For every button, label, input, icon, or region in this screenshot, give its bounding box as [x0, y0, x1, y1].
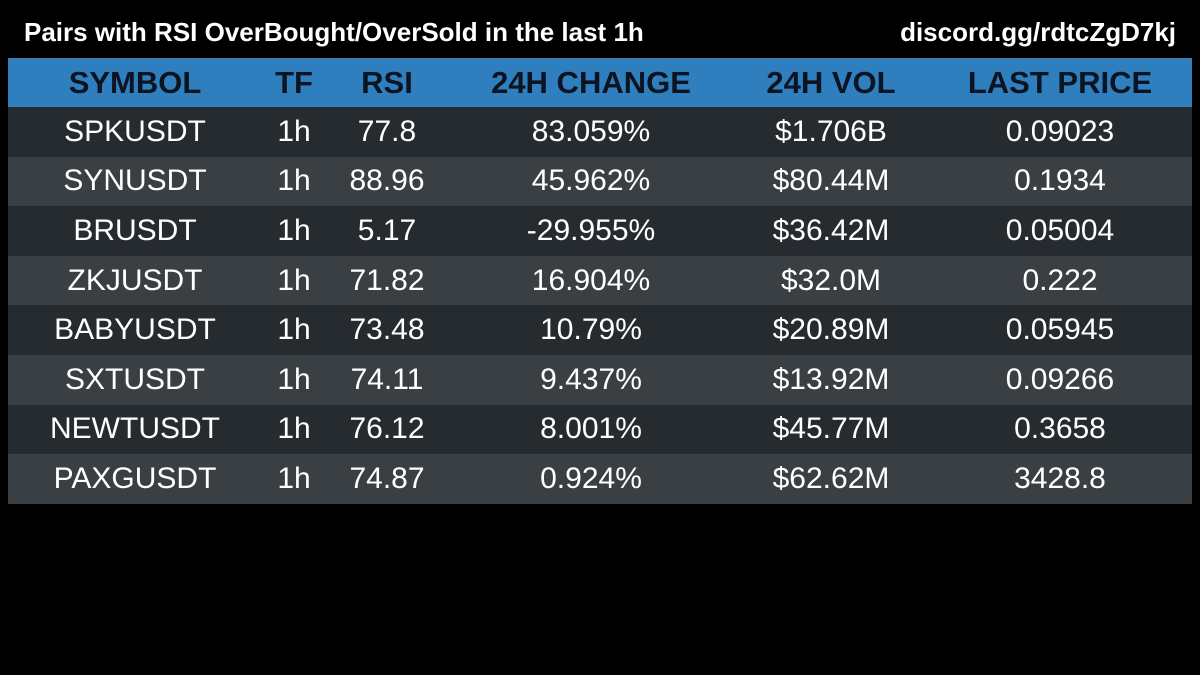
cell-24h-change: 8.001%: [448, 404, 734, 455]
cell-tf: 1h: [262, 255, 326, 306]
table-row: PAXGUSDT 1h 74.87 0.924% $62.62M 3428.8: [8, 454, 1192, 504]
cell-tf: 1h: [262, 206, 326, 256]
cell-symbol: NEWTUSDT: [8, 404, 262, 455]
cell-symbol: PAXGUSDT: [8, 454, 262, 504]
cell-tf: 1h: [262, 454, 326, 504]
column-header-tf: TF: [262, 58, 326, 107]
cell-tf: 1h: [262, 107, 326, 157]
cell-symbol: SXTUSDT: [8, 354, 262, 405]
column-header-24h-change: 24H CHANGE: [448, 58, 734, 107]
column-header-rsi: RSI: [326, 58, 448, 107]
cell-rsi: 71.82: [326, 255, 448, 306]
cell-24h-change: 10.79%: [448, 305, 734, 355]
cell-24h-change: 83.059%: [448, 107, 734, 157]
cell-rsi: 88.96: [326, 156, 448, 207]
cell-24h-vol: $80.44M: [734, 156, 928, 207]
cell-last-price: 0.1934: [928, 156, 1192, 207]
table-row: SPKUSDT 1h 77.8 83.059% $1.706B 0.09023: [8, 107, 1192, 157]
table-header-row: SYMBOL TF RSI 24H CHANGE 24H VOL LAST PR…: [8, 58, 1192, 107]
cell-last-price: 0.09266: [928, 354, 1192, 405]
cell-last-price: 0.05004: [928, 206, 1192, 256]
table-row: ZKJUSDT 1h 71.82 16.904% $32.0M 0.222: [8, 255, 1192, 306]
table-row: NEWTUSDT 1h 76.12 8.001% $45.77M 0.3658: [8, 404, 1192, 455]
cell-rsi: 5.17: [326, 206, 448, 256]
cell-symbol: SPKUSDT: [8, 107, 262, 157]
cell-24h-change: -29.955%: [448, 206, 734, 256]
cell-symbol: ZKJUSDT: [8, 255, 262, 306]
page-title: Pairs with RSI OverBought/OverSold in th…: [24, 17, 644, 47]
table-row: SXTUSDT 1h 74.11 9.437% $13.92M 0.09266: [8, 354, 1192, 405]
cell-rsi: 74.87: [326, 454, 448, 504]
cell-symbol: BRUSDT: [8, 206, 262, 256]
cell-24h-change: 16.904%: [448, 255, 734, 306]
cell-tf: 1h: [262, 305, 326, 355]
cell-tf: 1h: [262, 354, 326, 405]
column-header-last-price: LAST PRICE: [928, 58, 1192, 107]
cell-last-price: 0.222: [928, 255, 1192, 306]
cell-24h-vol: $62.62M: [734, 454, 928, 504]
cell-last-price: 3428.8: [928, 454, 1192, 504]
cell-24h-vol: $1.706B: [734, 107, 928, 157]
cell-last-price: 0.09023: [928, 107, 1192, 157]
discord-invite-link[interactable]: discord.gg/rdtcZgD7kj: [900, 17, 1176, 47]
cell-last-price: 0.05945: [928, 305, 1192, 355]
cell-symbol: SYNUSDT: [8, 156, 262, 207]
cell-tf: 1h: [262, 156, 326, 207]
cell-symbol: BABYUSDT: [8, 305, 262, 355]
table-row: BRUSDT 1h 5.17 -29.955% $36.42M 0.05004: [8, 206, 1192, 256]
cell-24h-vol: $45.77M: [734, 404, 928, 455]
cell-24h-vol: $36.42M: [734, 206, 928, 256]
cell-rsi: 74.11: [326, 354, 448, 405]
cell-24h-change: 9.437%: [448, 354, 734, 405]
column-header-24h-vol: 24H VOL: [734, 58, 928, 107]
cell-24h-vol: $13.92M: [734, 354, 928, 405]
rsi-pairs-table: SYMBOL TF RSI 24H CHANGE 24H VOL LAST PR…: [8, 58, 1192, 504]
cell-24h-change: 45.962%: [448, 156, 734, 207]
cell-tf: 1h: [262, 404, 326, 455]
cell-24h-vol: $32.0M: [734, 255, 928, 306]
cell-24h-change: 0.924%: [448, 454, 734, 504]
cell-rsi: 77.8: [326, 107, 448, 157]
cell-24h-vol: $20.89M: [734, 305, 928, 355]
column-header-symbol: SYMBOL: [8, 58, 262, 107]
page-header: Pairs with RSI OverBought/OverSold in th…: [0, 0, 1200, 58]
cell-rsi: 73.48: [326, 305, 448, 355]
table-row: BABYUSDT 1h 73.48 10.79% $20.89M 0.05945: [8, 305, 1192, 355]
cell-last-price: 0.3658: [928, 404, 1192, 455]
table-row: SYNUSDT 1h 88.96 45.962% $80.44M 0.1934: [8, 156, 1192, 207]
cell-rsi: 76.12: [326, 404, 448, 455]
